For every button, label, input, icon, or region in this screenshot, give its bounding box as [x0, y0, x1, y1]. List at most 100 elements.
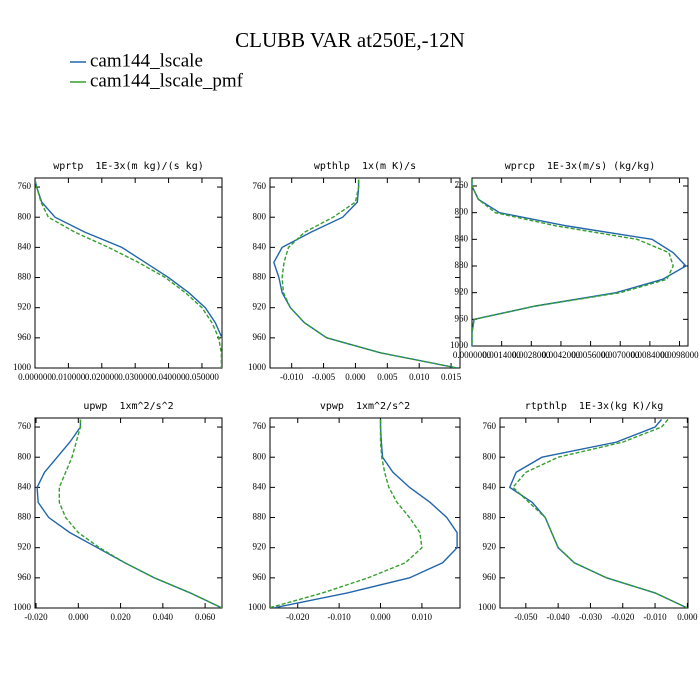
x-tick-label: 0.015 [441, 372, 462, 382]
x-tick-label: 0.0042000 [542, 350, 581, 360]
y-tick-label: 840 [455, 233, 469, 243]
x-tick-label: 0.000 [677, 612, 698, 622]
y-tick-label: 800 [483, 451, 497, 461]
y-tick-label: 880 [253, 272, 267, 282]
x-tick-label: -0.010 [643, 612, 667, 622]
x-tick-label: 0.000 [345, 372, 366, 382]
x-tick-label: 0.0056000 [571, 350, 610, 360]
profile-line [35, 179, 222, 345]
legend-label: cam144_lscale_pmf [90, 70, 244, 91]
x-tick-label: 0.0000000 [453, 350, 492, 360]
profile-line [508, 419, 688, 608]
plot-frame [269, 417, 461, 609]
x-tick-label: 0.040000 [152, 372, 186, 382]
y-tick-label: 1000 [13, 362, 32, 372]
y-tick-label: 800 [253, 451, 267, 461]
legend-label: cam144_lscale [90, 50, 203, 71]
y-tick-label: 960 [483, 572, 497, 582]
x-tick-label: 0.000 [370, 612, 391, 622]
y-tick-label: 960 [253, 332, 267, 342]
x-tick-label: 0.0084000 [631, 350, 670, 360]
y-tick-label: 1000 [450, 340, 469, 350]
profile-line [35, 179, 222, 368]
y-tick-label: 1000 [248, 602, 267, 612]
y-tick-label: 800 [455, 207, 469, 217]
y-tick-label: 760 [253, 181, 267, 191]
y-tick-label: 920 [18, 302, 32, 312]
x-tick-label: 0.010 [409, 372, 430, 382]
profile-line [273, 179, 458, 368]
x-tick-label: 0.060 [195, 612, 216, 622]
x-tick-label: -0.030 [579, 612, 603, 622]
x-tick-label: 0.0070000 [601, 350, 640, 360]
y-tick-label: 920 [455, 287, 469, 297]
panel-title: wprtp 1E-3x(m kg)/(s kg) [53, 161, 204, 172]
profile-line [270, 419, 423, 608]
x-tick-label: 0.010 [412, 612, 433, 622]
y-tick-label: 880 [253, 512, 267, 522]
y-tick-label: 920 [18, 542, 32, 552]
plot-frame [269, 177, 461, 369]
y-tick-label: 1000 [13, 602, 32, 612]
x-tick-label: 0.0098000 [660, 350, 699, 360]
profile-line [36, 419, 222, 608]
profile-line [472, 179, 688, 346]
x-tick-label: -0.040 [547, 612, 571, 622]
x-tick-label: 0.050000 [185, 372, 219, 382]
y-tick-label: 840 [253, 481, 267, 491]
x-tick-label: 0.000 [68, 612, 89, 622]
x-tick-label: -0.005 [312, 372, 336, 382]
x-tick-label: 0.0014000 [483, 350, 522, 360]
plot-frame [499, 417, 689, 609]
x-tick-label: -0.020 [611, 612, 635, 622]
y-tick-label: 920 [253, 542, 267, 552]
y-tick-label: 760 [253, 421, 267, 431]
profile-line [58, 419, 222, 608]
y-tick-label: 840 [18, 481, 32, 491]
x-tick-label: 0.005 [377, 372, 398, 382]
y-tick-label: 920 [253, 302, 267, 312]
profile-line [511, 419, 688, 608]
y-tick-label: 880 [18, 272, 32, 282]
x-tick-label: 0.010000 [52, 372, 86, 382]
y-tick-label: 960 [18, 572, 32, 582]
y-tick-label: 880 [18, 512, 32, 522]
y-tick-label: 800 [253, 211, 267, 221]
y-tick-label: 920 [483, 542, 497, 552]
y-tick-label: 760 [483, 421, 497, 431]
y-tick-label: 800 [18, 451, 32, 461]
y-tick-label: 960 [253, 572, 267, 582]
panel-title: upwp 1xm^2/s^2 [83, 401, 173, 412]
x-tick-label: 0.020000 [85, 372, 119, 382]
y-tick-label: 760 [18, 181, 32, 191]
profile-line [281, 179, 458, 368]
y-tick-label: 1000 [478, 602, 497, 612]
figure-title: CLUBB VAR at250E,-12N [235, 28, 465, 52]
panel-title: rtpthlp 1E-3x(kg K)/kg [525, 401, 663, 412]
x-tick-label: -0.020 [286, 612, 310, 622]
x-tick-label: 0.000000 [18, 372, 52, 382]
y-tick-label: 880 [483, 512, 497, 522]
x-tick-label: 0.020 [110, 612, 131, 622]
y-tick-label: 840 [483, 481, 497, 491]
x-tick-label: -0.010 [280, 372, 304, 382]
x-tick-label: 0.030000 [118, 372, 152, 382]
y-tick-label: 1000 [248, 362, 267, 372]
panel-title: wpthlp 1x(m K)/s [314, 161, 416, 172]
plot-frame [34, 177, 223, 369]
x-tick-label: 0.040 [153, 612, 174, 622]
y-tick-label: 840 [253, 241, 267, 251]
y-tick-label: 760 [455, 180, 469, 190]
x-tick-label: -0.050 [514, 612, 538, 622]
plot-frame [34, 417, 223, 609]
x-tick-label: 0.0028000 [512, 350, 551, 360]
y-tick-label: 840 [18, 241, 32, 251]
panel-title: wprcp 1E-3x(m/s) (kg/kg) [505, 161, 656, 172]
plot-frame [471, 177, 689, 347]
y-tick-label: 880 [455, 260, 469, 270]
profile-line [272, 419, 458, 608]
x-tick-label: -0.010 [328, 612, 352, 622]
y-tick-label: 960 [455, 313, 469, 323]
y-tick-label: 800 [18, 211, 32, 221]
